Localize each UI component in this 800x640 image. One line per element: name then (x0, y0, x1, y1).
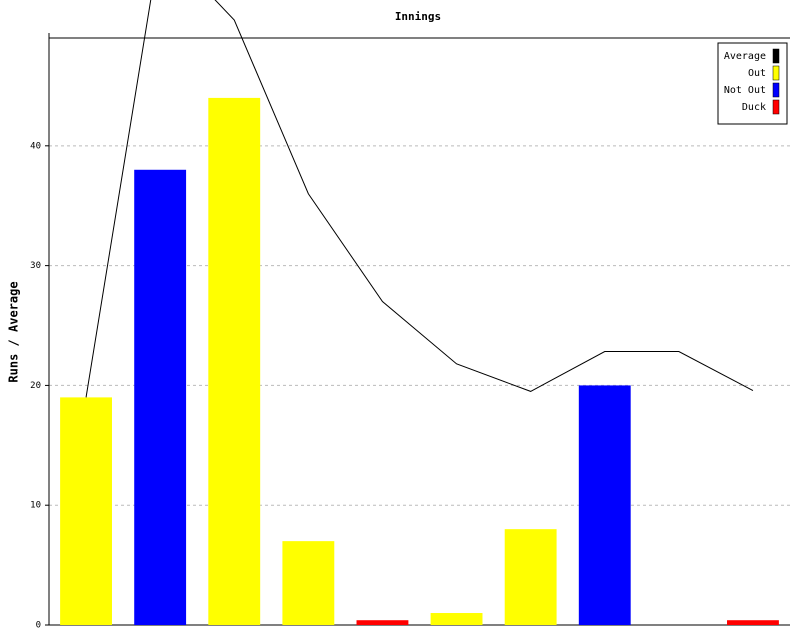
legend-swatch (772, 48, 780, 64)
legend-swatch (772, 82, 780, 98)
bar (430, 613, 483, 625)
y-axis-label: Runs / Average (7, 281, 21, 382)
bar (727, 620, 779, 625)
average-line (85, 0, 754, 398)
y-tick-label: 40 (30, 141, 41, 151)
bar (356, 620, 409, 625)
legend-label: Not Out (724, 85, 766, 96)
bar (282, 541, 335, 625)
y-tick-label: 30 (30, 261, 41, 271)
bar (208, 97, 261, 626)
legend-label: Out (748, 68, 766, 79)
y-tick-label: 10 (30, 501, 41, 511)
legend: Average Out Not Out Duck (717, 42, 788, 125)
legend-label: Duck (742, 102, 766, 113)
legend-label: Average (724, 51, 766, 62)
bar (134, 169, 187, 625)
y-tick-label: 0 (36, 621, 41, 631)
bar (60, 397, 112, 625)
legend-swatch (772, 99, 780, 115)
y-tick-label: 20 (30, 381, 41, 391)
chart-title: Innings (395, 10, 441, 23)
bar (504, 529, 557, 625)
legend-swatch (772, 65, 780, 81)
bar (578, 385, 631, 625)
